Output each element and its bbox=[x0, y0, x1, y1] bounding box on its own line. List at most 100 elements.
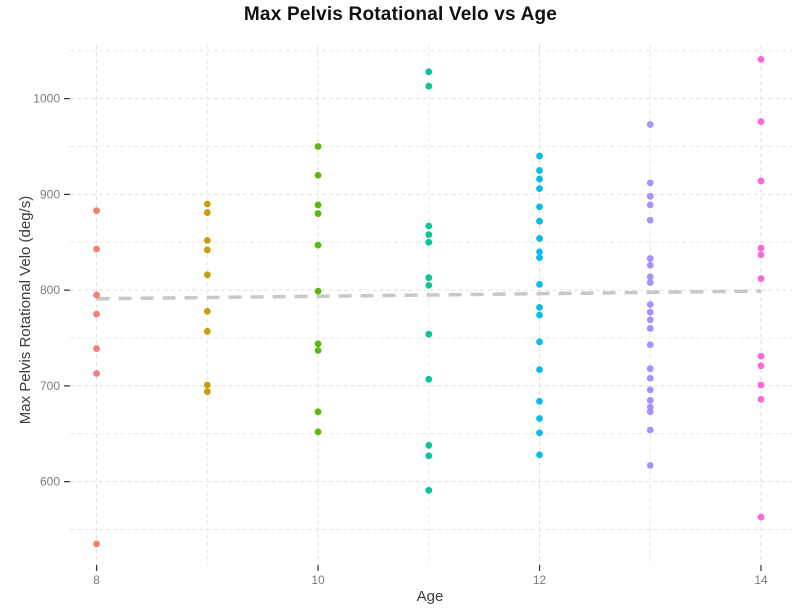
x-tick-label: 12 bbox=[533, 573, 547, 587]
data-point-age-12 bbox=[536, 235, 543, 242]
x-tick-label: 14 bbox=[754, 573, 768, 587]
data-point-age-13 bbox=[646, 179, 654, 187]
data-point-age-14 bbox=[757, 118, 765, 126]
data-point-age-14 bbox=[757, 352, 765, 360]
data-point-age-13 bbox=[646, 325, 654, 332]
data-point-age-12 bbox=[536, 303, 543, 311]
data-point-age-14 bbox=[757, 381, 765, 389]
data-point-age-11 bbox=[425, 238, 433, 246]
data-point-age-11 bbox=[425, 231, 433, 239]
data-point-age-12 bbox=[536, 175, 543, 183]
data-point-age-12 bbox=[536, 338, 543, 346]
data-point-age-10 bbox=[314, 143, 322, 150]
data-point-age-9 bbox=[203, 246, 211, 254]
data-point-age-11 bbox=[425, 330, 433, 338]
data-point-age-12 bbox=[536, 415, 543, 422]
data-point-age-13 bbox=[646, 201, 654, 209]
data-point-age-10 bbox=[314, 171, 322, 179]
data-point-age-12 bbox=[536, 203, 543, 211]
data-point-age-10 bbox=[314, 428, 322, 436]
data-point-age-8 bbox=[93, 540, 100, 548]
data-point-age-12 bbox=[536, 167, 543, 174]
data-point-age-13 bbox=[646, 308, 654, 316]
data-point-age-14 bbox=[757, 244, 765, 252]
data-point-age-10 bbox=[314, 287, 322, 295]
data-point-age-14 bbox=[757, 275, 765, 283]
data-point-age-8 bbox=[93, 345, 100, 352]
y-tick-label: 700 bbox=[40, 379, 60, 393]
data-point-age-8 bbox=[93, 291, 100, 299]
data-point-age-13 bbox=[646, 365, 654, 373]
data-point-age-12 bbox=[536, 429, 543, 437]
data-point-age-13 bbox=[646, 279, 654, 286]
data-point-age-9 bbox=[203, 388, 211, 396]
data-point-age-13 bbox=[646, 216, 654, 224]
data-point-age-13 bbox=[646, 396, 654, 404]
data-point-age-8 bbox=[93, 207, 100, 215]
data-point-age-9 bbox=[203, 271, 211, 279]
data-point-age-14 bbox=[757, 251, 765, 259]
x-axis-title: Age bbox=[416, 588, 444, 605]
trend-line bbox=[96, 289, 762, 301]
data-point-age-13 bbox=[646, 316, 654, 324]
y-tick-label: 800 bbox=[40, 283, 60, 297]
data-point-age-9 bbox=[203, 209, 211, 216]
y-tick-label: 900 bbox=[40, 187, 60, 201]
data-point-age-14 bbox=[757, 177, 765, 185]
data-point-age-10 bbox=[314, 408, 322, 416]
data-point-age-9 bbox=[203, 381, 211, 389]
data-point-age-11 bbox=[425, 452, 433, 460]
data-point-age-8 bbox=[93, 370, 100, 377]
data-point-age-11 bbox=[425, 375, 433, 383]
data-point-age-13 bbox=[646, 403, 654, 411]
data-point-age-11 bbox=[425, 281, 433, 289]
data-point-age-10 bbox=[314, 201, 322, 209]
data-point-age-9 bbox=[203, 236, 211, 244]
data-point-age-14 bbox=[757, 513, 765, 521]
data-point-age-11 bbox=[425, 222, 433, 230]
data-point-age-12 bbox=[536, 185, 543, 193]
data-point-age-14 bbox=[757, 362, 765, 370]
data-point-age-10 bbox=[314, 241, 322, 249]
data-point-age-11 bbox=[425, 486, 433, 494]
data-point-age-13 bbox=[646, 341, 654, 349]
data-point-age-11 bbox=[425, 441, 433, 449]
data-point-age-13 bbox=[646, 386, 654, 394]
data-point-age-13 bbox=[646, 426, 654, 434]
data-point-age-10 bbox=[314, 347, 322, 354]
y-tick-label: 1000 bbox=[33, 92, 60, 106]
data-point-age-9 bbox=[203, 307, 211, 315]
data-point-age-13 bbox=[646, 462, 654, 469]
data-point-age-8 bbox=[93, 310, 100, 318]
y-tick-label: 600 bbox=[40, 475, 60, 489]
data-point-age-13 bbox=[646, 255, 654, 262]
data-point-age-13 bbox=[646, 261, 654, 269]
data-point-age-13 bbox=[646, 273, 654, 281]
data-point-age-9 bbox=[203, 327, 211, 335]
data-point-age-14 bbox=[757, 55, 765, 63]
x-tick-label: 10 bbox=[311, 573, 325, 587]
data-point-age-13 bbox=[646, 192, 654, 200]
data-point-age-12 bbox=[536, 152, 543, 160]
data-point-age-13 bbox=[646, 408, 654, 416]
data-point-age-12 bbox=[536, 366, 543, 374]
data-point-age-12 bbox=[536, 217, 543, 225]
data-point-age-10 bbox=[314, 340, 322, 348]
data-point-age-12 bbox=[536, 397, 543, 405]
data-point-age-14 bbox=[757, 395, 765, 403]
data-point-age-12 bbox=[536, 281, 543, 288]
data-point-age-12 bbox=[536, 451, 543, 459]
chart-title: Max Pelvis Rotational Velo vs Age bbox=[243, 4, 558, 25]
data-point-age-9 bbox=[203, 200, 211, 208]
data-point-age-11 bbox=[425, 82, 433, 90]
data-point-age-12 bbox=[536, 311, 543, 319]
data-point-age-13 bbox=[646, 374, 654, 382]
data-point-age-8 bbox=[93, 245, 100, 253]
data-point-age-10 bbox=[314, 210, 322, 217]
data-point-age-12 bbox=[536, 254, 543, 261]
data-point-age-13 bbox=[646, 121, 654, 128]
data-point-age-13 bbox=[646, 301, 654, 308]
data-point-age-12 bbox=[536, 248, 543, 256]
